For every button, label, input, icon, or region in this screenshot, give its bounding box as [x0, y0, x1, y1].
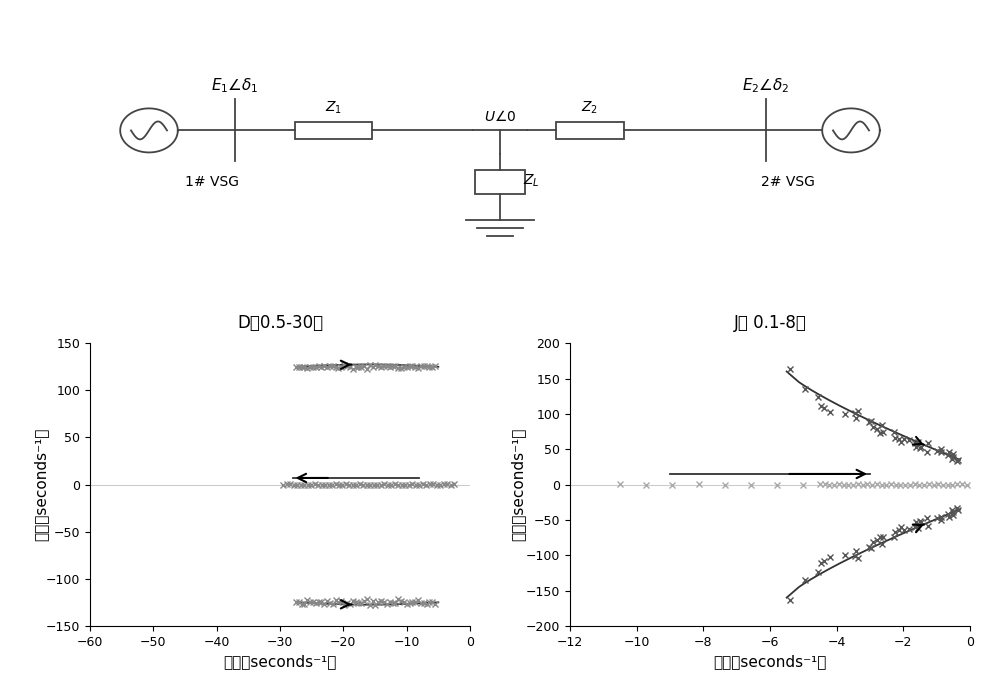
Text: $U\angle 0$: $U\angle 0$	[484, 108, 516, 124]
Text: $Z_1$: $Z_1$	[325, 100, 342, 116]
Text: 实轴（seconds⁻¹）: 实轴（seconds⁻¹）	[223, 654, 337, 669]
Text: 2# VSG: 2# VSG	[761, 175, 815, 189]
Text: $Z_L$: $Z_L$	[523, 173, 540, 189]
Text: D（0.5-30）: D（0.5-30）	[237, 314, 323, 332]
Text: $E_2\angle\delta_2$: $E_2\angle\delta_2$	[742, 76, 789, 95]
Text: $E_1\angle\delta_1$: $E_1\angle\delta_1$	[211, 76, 258, 95]
Text: 实轴（seconds⁻¹）: 实轴（seconds⁻¹）	[713, 654, 827, 669]
Text: 虚轴（seconds⁻¹）: 虚轴（seconds⁻¹）	[511, 428, 526, 541]
Text: 1# VSG: 1# VSG	[185, 175, 239, 189]
Text: J（ 0.1-8）: J（ 0.1-8）	[734, 314, 806, 332]
Bar	[556, 122, 624, 139]
Bar	[295, 122, 372, 139]
Bar	[475, 170, 525, 194]
Text: $Z_2$: $Z_2$	[581, 100, 599, 116]
Text: 虚轴（seconds⁻¹）: 虚轴（seconds⁻¹）	[33, 428, 48, 541]
